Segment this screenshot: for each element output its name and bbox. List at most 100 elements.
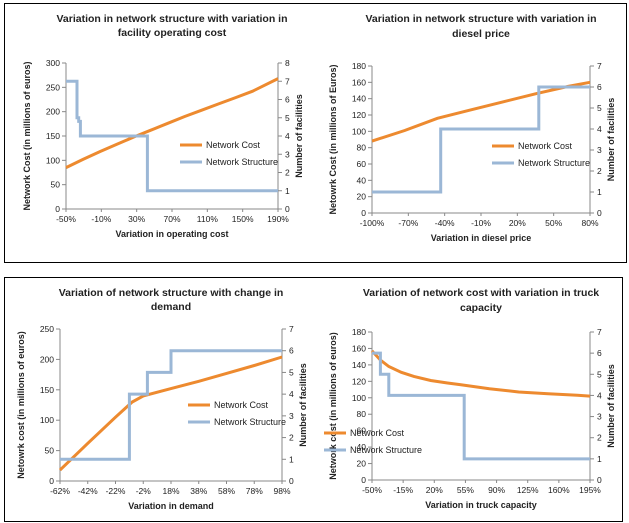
y2-tick-label: 0 [597,475,602,485]
x-tick-label: -40% [435,218,455,228]
x-tick-label: -100% [360,218,385,228]
y2-tick-label: 6 [597,82,602,92]
x-tick-label: -2% [136,486,152,496]
legend-label-network-structure: Network Structure [350,445,422,455]
x-tick-label: 20% [509,218,526,228]
y-tick-label: 0 [55,204,60,214]
x-axis-title: Variation in demand [128,501,214,511]
y-tick-label: 0 [361,208,366,218]
y2-tick-label: 1 [289,454,294,464]
y2-tick-label: 1 [285,186,290,196]
x-tick-label: 90% [488,485,505,495]
chart-operating-cost: Variation in network structure with vari… [8,8,310,246]
chart-title-line: Variation in network structure with vari… [56,13,287,25]
y2-tick-label: 4 [597,390,602,400]
x-tick-label: 20% [426,485,443,495]
y-tick-label: 300 [46,58,60,68]
x-tick-label: 55% [457,485,474,495]
y2-tick-label: 1 [597,454,602,464]
y2-tick-label: 2 [597,433,602,443]
chart-demand: Variation of network structure with chan… [8,282,310,516]
y2-tick-label: 0 [597,208,602,218]
x-tick-label: 160% [548,485,570,495]
y-tick-label: 80 [357,143,367,153]
x-tick-label: 30% [128,214,145,224]
y-tick-label: 160 [352,77,366,87]
chart-title-line: Variation of network structure with chan… [59,287,284,299]
legend-label-network-structure: Network Structure [214,417,286,427]
y-axis-title: Netowrk cost (in millions of euros) [16,331,26,479]
network-cost-line [370,349,591,398]
y2-tick-label: 2 [597,166,602,176]
y-tick-label: 80 [357,409,367,419]
x-tick-label: -10% [91,214,111,224]
x-tick-label: 78% [246,486,263,496]
x-axis-title: Variation in operating cost [115,229,228,239]
y-tick-label: 100 [352,126,366,136]
y-tick-label: 40 [357,442,367,452]
x-tick-label: -70% [398,218,418,228]
y2-axis-title: Number of facilities [298,363,308,447]
y2-tick-label: 7 [289,324,294,334]
x-tick-label: 38% [190,486,207,496]
y-tick-label: 160 [352,343,366,353]
x-tick-label: 195% [579,485,601,495]
y-axis-title: Network cost (in millions of euros) [328,332,338,480]
y2-tick-label: 3 [289,411,294,421]
x-tick-label: -50% [56,214,76,224]
y-tick-label: 100 [352,393,366,403]
chart-diesel-price: Variation in network structure with vari… [320,8,622,246]
legend-label-network-structure: Network Structure [518,158,590,168]
y2-tick-label: 0 [285,204,290,214]
y2-tick-label: 1 [597,187,602,197]
y2-tick-label: 7 [285,76,290,86]
y-tick-label: 180 [352,327,366,337]
y2-tick-label: 8 [285,58,290,68]
y-tick-label: 20 [357,459,367,469]
x-tick-label: -42% [78,486,98,496]
y-tick-label: 150 [46,131,60,141]
chart-title-line: Variation in network structure with vari… [365,13,596,25]
x-tick-label: 150% [232,214,254,224]
y2-tick-label: 0 [289,476,294,486]
x-tick-label: 125% [517,485,539,495]
x-tick-label: -22% [106,486,126,496]
x-axis-title: Variation in truck capacity [425,500,537,510]
y-tick-label: 250 [40,324,54,334]
chart-title-line: facility operating cost [118,27,227,39]
y-tick-label: 140 [352,94,366,104]
chart-diesel-price-svg: Variation in network structure with vari… [328,13,616,243]
y-tick-label: 140 [352,360,366,370]
x-tick-label: 98% [273,486,290,496]
y-tick-label: 200 [46,107,60,117]
x-tick-label: 70% [163,214,180,224]
y-tick-label: 20 [357,192,367,202]
y2-tick-label: 5 [289,367,294,377]
chart-title-line: demand [151,301,191,313]
network-structure-line [372,351,590,461]
y2-tick-label: 4 [289,389,294,399]
chart-truck-capacity-svg: Variation of network cost with variation… [324,287,616,510]
y2-tick-label: 3 [597,412,602,422]
y-tick-label: 100 [46,155,60,165]
y-tick-label: 250 [46,82,60,92]
y2-tick-label: 3 [597,145,602,155]
y2-axis-title: Number of facilities [606,364,616,448]
y2-tick-label: 5 [597,369,602,379]
y2-tick-label: 5 [285,113,290,123]
x-tick-label: 18% [162,486,179,496]
top-chart-frame [4,3,627,263]
y2-tick-label: 2 [285,168,290,178]
chart-title-line: Variation of network cost with variation… [363,287,599,299]
x-tick-label: 190% [267,214,289,224]
y-tick-label: 200 [40,354,54,364]
y-tick-label: 50 [51,180,61,190]
x-tick-label: 110% [197,214,219,224]
y2-tick-label: 5 [597,103,602,113]
y-tick-label: 100 [40,415,54,425]
y-axis-title: Network Cost (in millions of euros) [22,61,32,210]
network-cost-line [58,355,283,472]
legend-label-network-cost: Network Cost [350,428,405,438]
y-tick-label: 180 [352,61,366,71]
chart-title-line: capacity [460,302,502,314]
